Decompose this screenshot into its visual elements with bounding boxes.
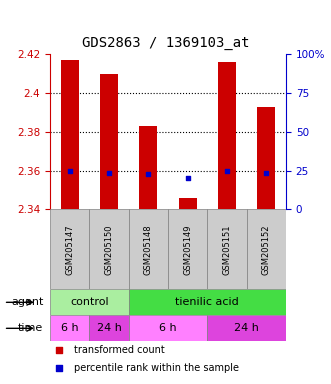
Bar [207, 209, 247, 289]
Point [67, 167, 72, 174]
Text: percentile rank within the sample: percentile rank within the sample [73, 362, 239, 372]
Point [224, 167, 230, 174]
Text: GDS2863 / 1369103_at: GDS2863 / 1369103_at [82, 36, 249, 50]
Bar [179, 198, 197, 209]
Bar [129, 289, 286, 315]
Bar [61, 60, 78, 209]
Text: GSM205149: GSM205149 [183, 224, 192, 275]
Point [264, 169, 269, 175]
Text: time: time [18, 323, 43, 333]
Bar [218, 62, 236, 209]
Bar [100, 74, 118, 209]
Text: 6 h: 6 h [159, 323, 177, 333]
Bar [50, 289, 129, 315]
Text: tienilic acid: tienilic acid [175, 297, 239, 307]
Point [57, 364, 62, 371]
Bar [258, 107, 275, 209]
Text: GSM205147: GSM205147 [65, 224, 74, 275]
Text: 24 h: 24 h [234, 323, 259, 333]
Bar [50, 315, 89, 341]
Text: agent: agent [11, 297, 43, 307]
Bar [168, 209, 207, 289]
Point [185, 175, 190, 181]
Bar [139, 126, 157, 209]
Text: 6 h: 6 h [61, 323, 78, 333]
Bar [50, 209, 89, 289]
Bar [247, 209, 286, 289]
Text: 24 h: 24 h [97, 323, 121, 333]
Text: control: control [70, 297, 109, 307]
Bar [129, 315, 207, 341]
Text: GSM205151: GSM205151 [222, 224, 231, 275]
Text: GSM205148: GSM205148 [144, 224, 153, 275]
Text: GSM205152: GSM205152 [262, 224, 271, 275]
Point [106, 169, 112, 175]
Text: GSM205150: GSM205150 [105, 224, 114, 275]
Bar [129, 209, 168, 289]
Bar [89, 209, 129, 289]
Bar [89, 315, 129, 341]
Bar [207, 315, 286, 341]
Point [57, 347, 62, 353]
Point [146, 171, 151, 177]
Text: transformed count: transformed count [73, 345, 165, 355]
